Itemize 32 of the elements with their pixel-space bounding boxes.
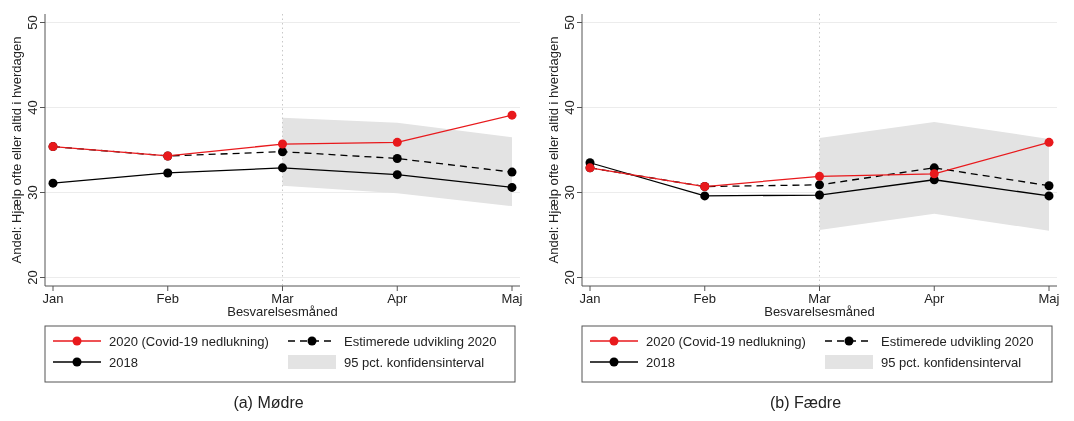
y-tick-label: 30 — [25, 185, 40, 200]
y-tick-label: 50 — [562, 15, 577, 30]
y-axis-title: Andel: Hjælp ofte eller altid i hverdagen — [546, 36, 561, 264]
y-tick-label: 20 — [562, 270, 577, 285]
legend-label: 2020 (Covid-19 nedlukning) — [109, 333, 269, 349]
x-tick-label: Apr — [387, 291, 409, 306]
x-tick-label: Maj — [1038, 291, 1060, 306]
text: (a) Mødre — [233, 394, 304, 411]
legend-label: 2018 — [109, 354, 138, 370]
x-axis-title: Besvarelsesmåned — [227, 304, 338, 319]
legend-label: Estimerede udvikling 2020 — [344, 333, 497, 349]
x-tick-label: Mar — [808, 291, 832, 306]
x-tick-label: Mar — [271, 291, 295, 306]
x-tick-label: Jan — [579, 291, 601, 306]
y-tick-label: 30 — [562, 185, 577, 200]
x-tick-label: Feb — [156, 291, 179, 306]
legend-label: 2018 — [646, 354, 675, 370]
x-tick-label: Maj — [501, 291, 523, 306]
x-axis-title: Besvarelsesmåned — [764, 304, 875, 319]
legend-label: Estimerede udvikling 2020 — [881, 333, 1034, 349]
y-tick-label: 50 — [25, 15, 40, 30]
x-tick-label: Jan — [42, 291, 64, 306]
x-tick-label: Apr — [924, 291, 946, 306]
legend-label: 95 pct. konfidensinterval — [881, 354, 1022, 370]
x-tick-label: Feb — [693, 291, 716, 306]
y-tick-label: 40 — [562, 100, 577, 115]
y-axis-title: Andel: Hjælp ofte eller altid i hverdagen — [9, 36, 24, 264]
legend-label: 95 pct. konfidensinterval — [344, 354, 485, 370]
legend-label: 2020 (Covid-19 nedlukning) — [646, 333, 806, 349]
text: (b) Fædre — [769, 394, 842, 411]
y-tick-label: 20 — [25, 270, 40, 285]
y-tick-label: 40 — [25, 100, 40, 115]
